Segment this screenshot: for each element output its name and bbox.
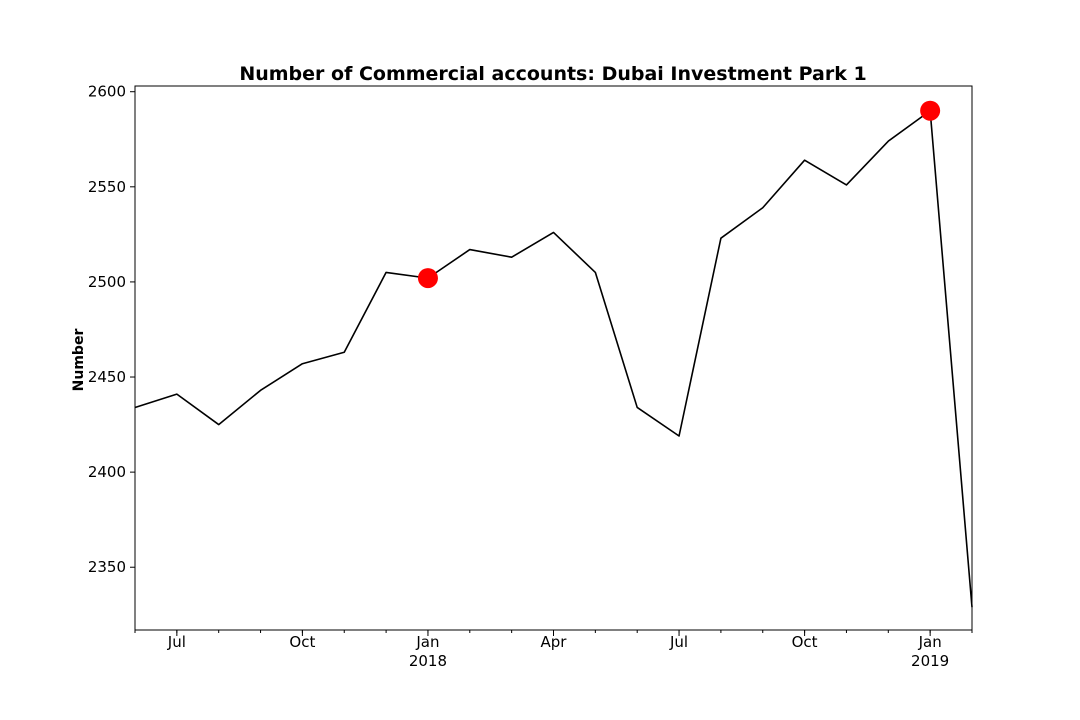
chart-title: Number of Commercial accounts: Dubai Inv…: [239, 63, 866, 85]
x-tick-label: Jul: [167, 633, 186, 651]
x-tick-label: Jul: [669, 633, 688, 651]
y-tick-label: 2550: [88, 178, 126, 196]
x-tick-year-label: 2019: [911, 652, 949, 670]
y-tick-label: 2450: [88, 368, 126, 386]
x-tick-label: Oct: [792, 633, 818, 651]
y-axis-label: Number: [71, 329, 87, 392]
highlight-markers: [417, 100, 941, 289]
x-tick-label: Jan: [918, 633, 942, 651]
y-tick-label: 2500: [88, 273, 126, 291]
y-tick-label: 2400: [88, 463, 126, 481]
y-tick-label: 2350: [88, 558, 126, 576]
axes: [134, 85, 973, 631]
y-tick-label: 2600: [88, 83, 126, 101]
x-tick-label: Jan: [415, 633, 439, 651]
highlight-point: [920, 100, 941, 121]
series-line: [134, 109, 973, 608]
plot-frame: [134, 85, 973, 631]
highlight-point: [417, 268, 438, 289]
x-tick-year-label: 2018: [409, 652, 447, 670]
x-tick-label: Apr: [541, 633, 568, 651]
series-lines: [134, 109, 973, 608]
x-tick-label: Oct: [289, 633, 315, 651]
